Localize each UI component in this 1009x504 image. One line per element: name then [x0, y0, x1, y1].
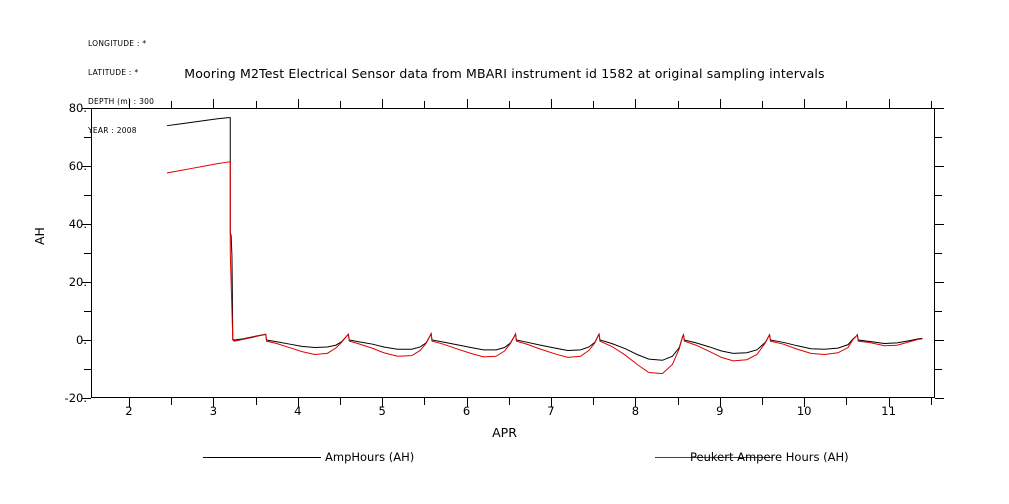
x-tick — [213, 398, 215, 407]
metadata-depth: DEPTH (m) : 300 — [88, 96, 155, 106]
data-curves — [166, 117, 923, 375]
y-tick-right — [935, 137, 942, 138]
metadata-latitude: LATITUDE : * — [88, 67, 139, 77]
x-tick — [677, 398, 679, 405]
y-tick — [84, 137, 91, 138]
legend-swatch-line — [203, 457, 321, 458]
x-tick-label: 8 — [631, 404, 640, 418]
x-axis-title: APR — [492, 425, 517, 440]
y-tick — [82, 398, 91, 399]
x-tick-top — [846, 101, 848, 108]
legend-label: AmpHours (AH) — [325, 450, 415, 464]
y-tick — [82, 108, 91, 109]
x-tick-top — [171, 101, 173, 108]
y-tick — [82, 166, 91, 167]
x-tick-label: 11 — [881, 404, 896, 418]
x-tick-top — [382, 99, 384, 108]
x-tick-top — [761, 101, 763, 108]
y-tick-right — [935, 108, 944, 109]
x-tick-top — [550, 99, 552, 108]
y-tick-right — [935, 340, 944, 341]
chart-legend: AmpHours (AH) Peukert Ampere Hours (AH) — [0, 448, 1009, 470]
legend-label: Peukert Ampere Hours (AH) — [690, 450, 849, 464]
y-tick-label: 20. — [68, 275, 87, 289]
legend-swatch-line — [655, 457, 773, 458]
y-tick-right — [935, 398, 944, 399]
x-tick — [339, 398, 341, 405]
y-tick-right — [935, 282, 944, 283]
x-tick — [128, 398, 130, 407]
plot-area: -20. 0. 20. 40. 60. 80. 2 3 4 5 6 7 8 9 10 11 — [65, 99, 944, 418]
x-tick-top — [128, 99, 130, 108]
y-tick-right — [935, 253, 942, 254]
x-tick — [255, 398, 257, 405]
x-tick — [297, 398, 299, 407]
y-tick-label: 40. — [68, 217, 87, 231]
x-tick-top — [677, 101, 679, 108]
metadata-year: YEAR : 2008 — [88, 125, 137, 135]
x-tick — [550, 398, 552, 407]
y-tick — [84, 195, 91, 196]
y-tick-right — [935, 224, 944, 225]
metadata-block: LONGITUDE : * LATITUDE : * DEPTH (m) : 3… — [88, 20, 154, 154]
y-tick-label: 0. — [76, 333, 87, 347]
y-tick — [84, 369, 91, 370]
x-tick — [761, 398, 763, 405]
y-tick-right — [935, 311, 942, 312]
x-tick-top — [593, 101, 595, 108]
x-tick-label: 2 — [125, 404, 133, 418]
series-line-1 — [166, 117, 923, 361]
x-tick-top — [213, 99, 215, 108]
x-tick — [171, 398, 173, 405]
y-tick — [82, 224, 91, 225]
y-tick — [84, 311, 91, 312]
x-tick — [508, 398, 510, 405]
plot-frame — [91, 108, 935, 398]
x-tick — [846, 398, 848, 405]
y-tick-label: -20. — [64, 391, 87, 405]
x-tick — [593, 398, 595, 405]
x-tick-top — [424, 101, 426, 108]
x-tick-label: 5 — [378, 404, 386, 418]
x-tick — [635, 398, 637, 407]
x-tick — [930, 398, 932, 405]
x-tick-top — [508, 101, 510, 108]
x-tick-top — [719, 99, 721, 108]
y-tick-right — [935, 166, 944, 167]
x-tick-top — [804, 99, 806, 108]
x-tick-label: 3 — [209, 404, 218, 418]
x-tick-label: 7 — [547, 404, 555, 418]
metadata-longitude: LONGITUDE : * — [88, 39, 147, 49]
x-tick-label: 10 — [796, 404, 812, 418]
y-tick-right — [935, 369, 942, 370]
x-tick-top — [466, 99, 468, 108]
y-tick-label: 80. — [68, 101, 87, 115]
x-tick-label: 4 — [294, 404, 302, 418]
y-tick — [82, 282, 91, 283]
y-tick-right — [935, 195, 942, 196]
x-tick-top — [339, 101, 341, 108]
x-tick-top — [255, 101, 257, 108]
x-tick-top — [635, 99, 637, 108]
x-tick — [719, 398, 721, 407]
series-line-2 — [166, 161, 923, 375]
x-tick — [382, 398, 384, 407]
x-tick — [466, 398, 468, 407]
y-tick-label: 60. — [68, 159, 87, 173]
x-tick-top — [930, 101, 932, 108]
x-tick — [804, 398, 806, 407]
x-tick-top — [888, 99, 890, 108]
x-tick — [424, 398, 426, 405]
x-tick — [888, 398, 890, 407]
chart-title: Mooring M2Test Electrical Sensor data fr… — [184, 66, 825, 81]
x-tick-top — [297, 99, 299, 108]
y-tick — [82, 340, 91, 341]
y-tick — [84, 253, 91, 254]
x-tick-label: 6 — [462, 404, 471, 418]
x-tick-label: 9 — [716, 404, 724, 418]
